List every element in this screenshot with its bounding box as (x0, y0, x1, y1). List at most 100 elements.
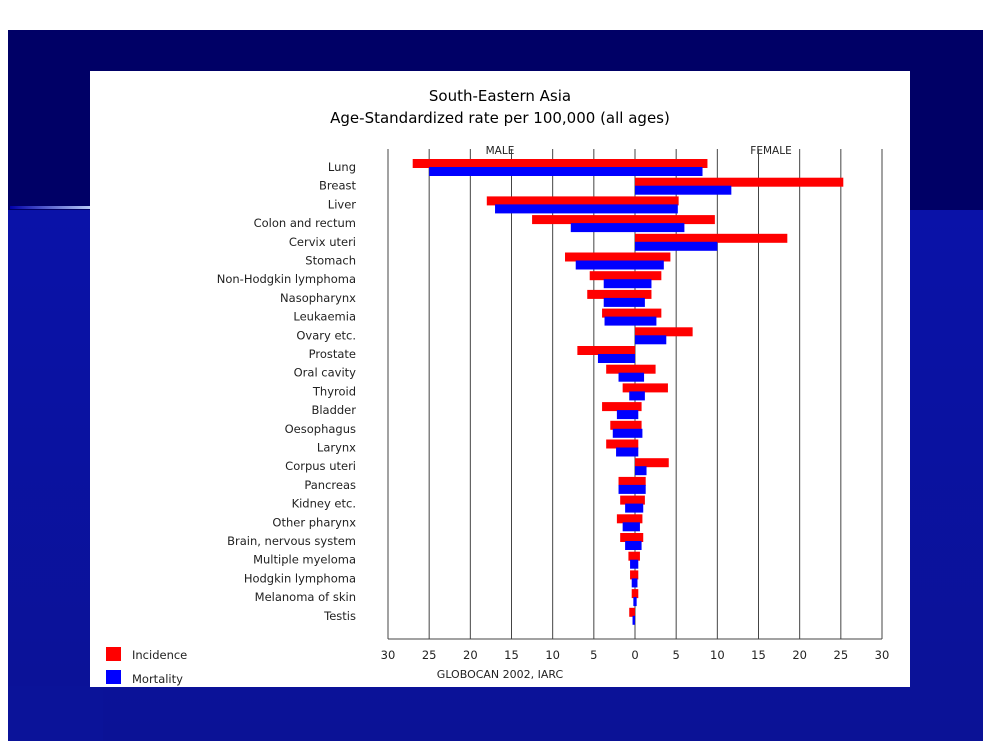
x-tick-label: 10 (545, 648, 560, 662)
bar-incidence-male (587, 289, 635, 299)
bar-mortality-male (495, 204, 635, 214)
bar-incidence-female (635, 177, 844, 187)
bar-incidence-male (628, 551, 635, 561)
bar-incidence-female (635, 570, 639, 580)
category-label: Hodgkin lymphoma (244, 571, 356, 585)
x-tick-label: 20 (792, 648, 807, 662)
category-label: Cervix uteri (289, 235, 356, 249)
bar-incidence-male (629, 607, 635, 617)
bar-mortality-male (618, 372, 635, 382)
bar-incidence-male (602, 402, 635, 412)
bar-incidence-male (618, 476, 635, 486)
bar-incidence-male (620, 533, 635, 542)
bar-mortality-male (618, 484, 635, 494)
bar-incidence-male (565, 252, 635, 262)
slide-accent-line (10, 206, 100, 209)
bar-incidence-male (616, 514, 635, 524)
bar-incidence-female (635, 402, 642, 412)
x-tick-label: 25 (422, 648, 437, 662)
legend: Incidence Mortality (106, 647, 187, 686)
x-tick-label: 5 (590, 648, 597, 662)
bar-mortality-male (575, 260, 635, 270)
bar-mortality-female (635, 428, 643, 438)
male-panel-label: MALE (486, 145, 515, 157)
slide-background-header (0, 0, 983, 30)
bar-incidence-female (635, 439, 639, 449)
x-tick-label: 0 (631, 648, 638, 662)
bar-mortality-male (629, 391, 635, 401)
bar-incidence-male (630, 570, 635, 580)
x-tick-label: 30 (875, 648, 890, 662)
category-label: Thyroid (312, 384, 356, 398)
category-label: Larynx (317, 441, 356, 455)
bar-incidence-female (635, 196, 679, 206)
category-label: Oesophagus (285, 422, 356, 436)
bar-mortality-male (630, 559, 635, 569)
female-panel-label: FEMALE (750, 145, 791, 157)
category-label: Leukaemia (293, 310, 356, 324)
bar-mortality-male (622, 522, 635, 532)
category-label: Brain, nervous system (227, 534, 356, 548)
bar-incidence-male (589, 271, 635, 281)
bar-incidence-female (635, 589, 639, 599)
legend-incidence-label: Incidence (132, 648, 187, 662)
category-label: Stomach (305, 254, 356, 268)
bar-incidence-female (635, 495, 645, 505)
bar-mortality-female (635, 260, 664, 270)
bar-mortality-male (631, 578, 635, 588)
category-label: Corpus uteri (285, 459, 356, 473)
bar-mortality-male (633, 597, 635, 607)
bar-mortality-male (603, 279, 635, 289)
butterfly-bar-chart: South-Eastern Asia Age-Standardized rate… (106, 87, 890, 686)
bar-incidence-male (631, 589, 635, 599)
bar-incidence-female (635, 420, 642, 430)
bar-mortality-male (597, 354, 635, 363)
category-label: Bladder (311, 403, 356, 417)
bar-incidence-male (532, 215, 635, 225)
bar-mortality-female (635, 372, 645, 382)
category-label: Testis (323, 609, 356, 623)
category-label: Kidney etc. (292, 497, 356, 511)
bar-incidence-female (635, 514, 643, 524)
bar-mortality-male (625, 503, 635, 513)
bar-mortality-female (635, 335, 667, 345)
bar-incidence-male (620, 495, 635, 505)
bar-incidence-male (577, 346, 635, 355)
x-tick-label: 25 (834, 648, 849, 662)
bar-mortality-male (570, 223, 635, 233)
bar-incidence-female (635, 458, 669, 468)
legend-incidence-swatch (106, 647, 121, 661)
bar-mortality-female (635, 185, 732, 195)
x-tick-label: 15 (504, 648, 519, 662)
bars-group (412, 159, 844, 625)
bar-incidence-female (635, 215, 715, 225)
category-label: Melanoma of skin (255, 590, 356, 604)
bar-mortality-female (635, 391, 645, 401)
category-label: Ovary etc. (296, 328, 356, 342)
x-tick-label: 30 (381, 648, 396, 662)
category-label: Multiple myeloma (253, 553, 356, 567)
bar-incidence-male (486, 196, 635, 206)
chart-source: GLOBOCAN 2002, IARC (437, 668, 564, 681)
chart-title: South-Eastern Asia (429, 87, 571, 105)
bar-mortality-female (635, 410, 639, 420)
bar-mortality-female (635, 466, 647, 476)
bar-mortality-male (612, 428, 635, 438)
bar-mortality-female (635, 541, 642, 550)
bar-mortality-male (616, 410, 635, 420)
bar-mortality-female (635, 223, 685, 233)
bar-incidence-male (412, 159, 635, 168)
bar-mortality-female (635, 297, 645, 307)
bar-mortality-male (632, 615, 635, 625)
chart-panel: South-Eastern Asia Age-Standardized rate… (90, 71, 910, 687)
bar-incidence-female (635, 364, 656, 374)
category-label: Non-Hodgkin lymphoma (217, 272, 356, 286)
category-label: Nasopharynx (280, 291, 356, 305)
bar-incidence-female (635, 159, 708, 168)
x-tick-label: 15 (751, 648, 766, 662)
category-label: Colon and rectum (254, 216, 356, 230)
bar-incidence-male (610, 420, 635, 430)
chart-subtitle: Age-Standardized rate per 100,000 (all a… (330, 109, 670, 127)
bar-incidence-female (635, 383, 668, 393)
slide-background-strip (8, 686, 103, 741)
